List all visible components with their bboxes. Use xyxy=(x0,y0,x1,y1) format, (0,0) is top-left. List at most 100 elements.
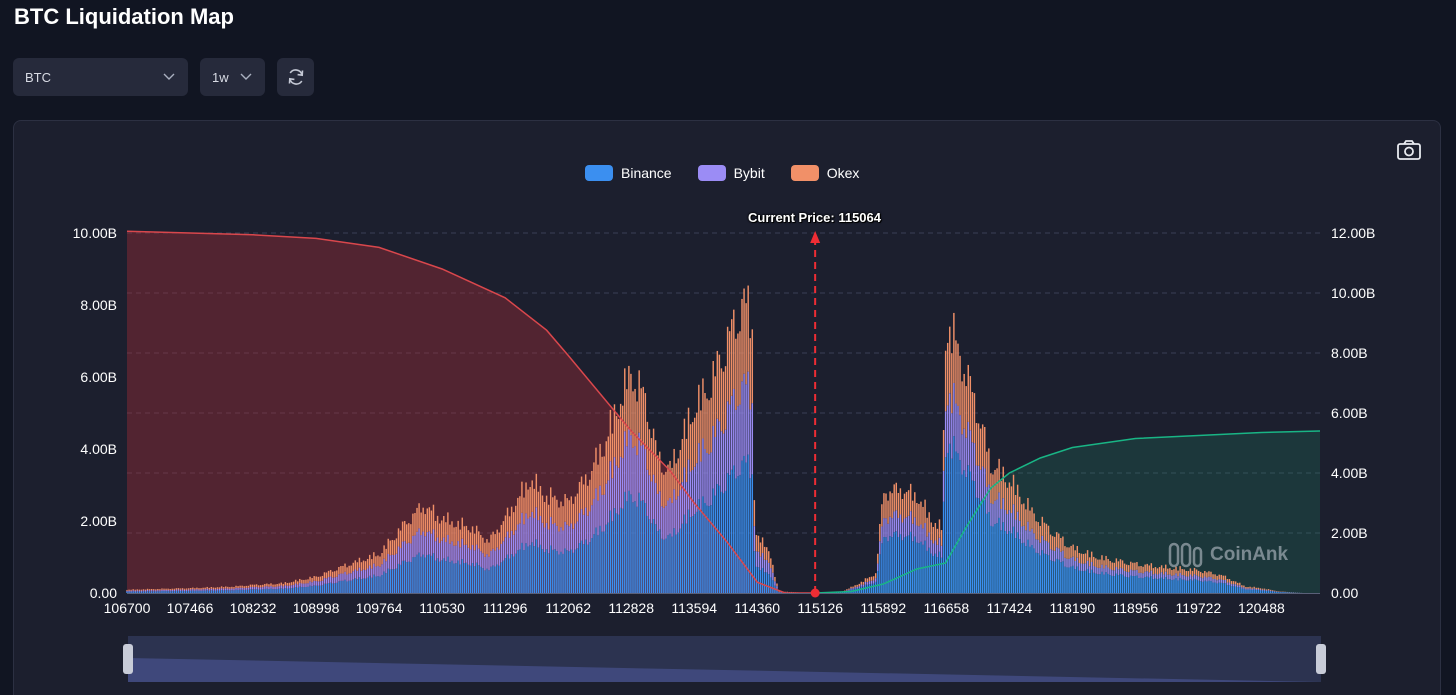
bar-okex xyxy=(161,588,163,590)
bar-binance xyxy=(1134,576,1136,593)
bar-binance xyxy=(148,591,151,593)
bar-bybit xyxy=(693,466,696,515)
bar-okex xyxy=(1191,570,1194,577)
bar-bybit xyxy=(445,542,447,562)
bar-bybit xyxy=(934,540,937,554)
bar-bybit xyxy=(482,553,484,569)
bar-bybit xyxy=(157,590,159,592)
bar-okex xyxy=(926,517,928,537)
bar-okex xyxy=(196,587,198,590)
bar-binance xyxy=(200,590,202,593)
bar-bybit xyxy=(375,566,377,577)
zoom-slider[interactable] xyxy=(128,636,1321,682)
bar-binance xyxy=(768,574,770,593)
bar-okex xyxy=(190,588,192,590)
bar-bybit xyxy=(1195,575,1198,580)
bar-okex xyxy=(1090,551,1093,562)
bar-okex xyxy=(593,462,595,499)
refresh-button[interactable] xyxy=(277,58,314,96)
bar-binance xyxy=(377,576,379,593)
bar-okex xyxy=(959,355,961,416)
bar-binance xyxy=(770,577,772,593)
bar-okex xyxy=(1008,482,1011,511)
bar-bybit xyxy=(414,535,416,558)
bar-okex xyxy=(494,534,496,551)
bar-bybit xyxy=(685,482,688,524)
bar-binance xyxy=(751,474,754,593)
current-price-arrow xyxy=(810,231,821,243)
bar-bybit xyxy=(708,454,710,507)
bar-bybit xyxy=(478,548,480,566)
bar-bybit xyxy=(601,494,603,532)
bar-binance xyxy=(722,493,725,593)
bar-bybit xyxy=(1136,569,1138,576)
bar-binance xyxy=(309,585,311,593)
bar-okex xyxy=(609,409,612,462)
bar-binance xyxy=(580,540,583,593)
bar-bybit xyxy=(687,459,690,510)
bar-binance xyxy=(447,556,449,593)
bar-bybit xyxy=(743,373,745,456)
bar-bybit xyxy=(457,541,459,561)
bar-bybit xyxy=(640,445,642,501)
bar-binance xyxy=(393,569,396,593)
bar-okex xyxy=(1000,481,1002,510)
bar-bybit xyxy=(202,589,204,591)
bar-bybit xyxy=(500,543,503,563)
bar-bybit xyxy=(895,510,897,532)
bar-binance xyxy=(126,591,128,593)
bar-binance xyxy=(157,591,159,593)
bar-bybit xyxy=(307,583,309,587)
bar-okex xyxy=(418,503,420,529)
bar-bybit xyxy=(959,415,961,461)
bar-bybit xyxy=(1156,574,1159,580)
bar-bybit xyxy=(142,590,145,592)
bar-binance xyxy=(887,541,889,593)
bar-bybit xyxy=(1029,531,1031,547)
bar-binance xyxy=(607,522,610,593)
bar-okex xyxy=(774,576,776,582)
zoom-handle-right[interactable] xyxy=(1316,644,1326,674)
bar-okex xyxy=(1041,516,1044,536)
bar-binance xyxy=(362,578,365,593)
bar-binance xyxy=(994,524,996,593)
bar-binance xyxy=(461,559,463,593)
bar-binance xyxy=(1080,570,1083,593)
bar-okex xyxy=(630,373,632,436)
bar-okex xyxy=(868,577,871,582)
legend-item-bybit[interactable]: Bybit xyxy=(697,165,765,181)
bar-binance xyxy=(517,550,519,593)
bar-bybit xyxy=(150,590,153,592)
bar-okex xyxy=(1037,522,1039,540)
bar-bybit xyxy=(1125,571,1128,578)
bar-binance xyxy=(202,590,204,593)
zoom-handle-left[interactable] xyxy=(123,644,133,674)
bar-binance xyxy=(1204,580,1206,593)
bar-binance xyxy=(700,510,702,593)
bar-bybit xyxy=(393,554,396,570)
bar-bybit xyxy=(1018,520,1021,540)
legend-item-binance[interactable]: Binance xyxy=(585,165,672,181)
symbol-select[interactable]: BTC xyxy=(13,58,188,96)
camera-icon[interactable] xyxy=(1396,138,1422,162)
bar-okex xyxy=(957,343,959,406)
bar-okex xyxy=(1138,566,1140,573)
range-select[interactable]: 1w xyxy=(200,58,265,96)
bar-bybit xyxy=(1210,577,1212,582)
bar-bybit xyxy=(229,588,231,591)
bar-bybit xyxy=(1228,582,1231,586)
bar-binance xyxy=(1288,592,1290,593)
bar-okex xyxy=(1127,565,1130,573)
bar-bybit xyxy=(1160,572,1163,578)
bar-bybit xyxy=(942,470,945,502)
bar-bybit xyxy=(480,551,482,567)
bar-okex xyxy=(745,303,747,385)
bar-binance xyxy=(255,589,258,593)
legend-item-okex[interactable]: Okex xyxy=(790,165,859,181)
bar-okex xyxy=(1078,552,1081,563)
bar-bybit xyxy=(451,541,453,561)
bar-bybit xyxy=(315,581,317,586)
bar-okex xyxy=(301,579,303,584)
bar-binance xyxy=(1068,567,1070,593)
bar-bybit xyxy=(1076,557,1079,567)
